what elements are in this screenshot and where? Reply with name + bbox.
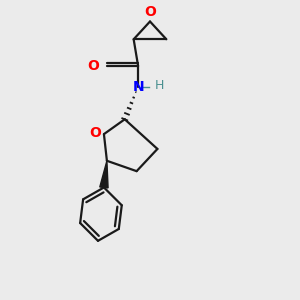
Text: O: O (90, 126, 101, 140)
Text: O: O (144, 5, 156, 19)
Polygon shape (100, 161, 108, 188)
Text: H: H (154, 79, 164, 92)
Text: O: O (88, 59, 100, 73)
Text: N: N (132, 80, 144, 94)
